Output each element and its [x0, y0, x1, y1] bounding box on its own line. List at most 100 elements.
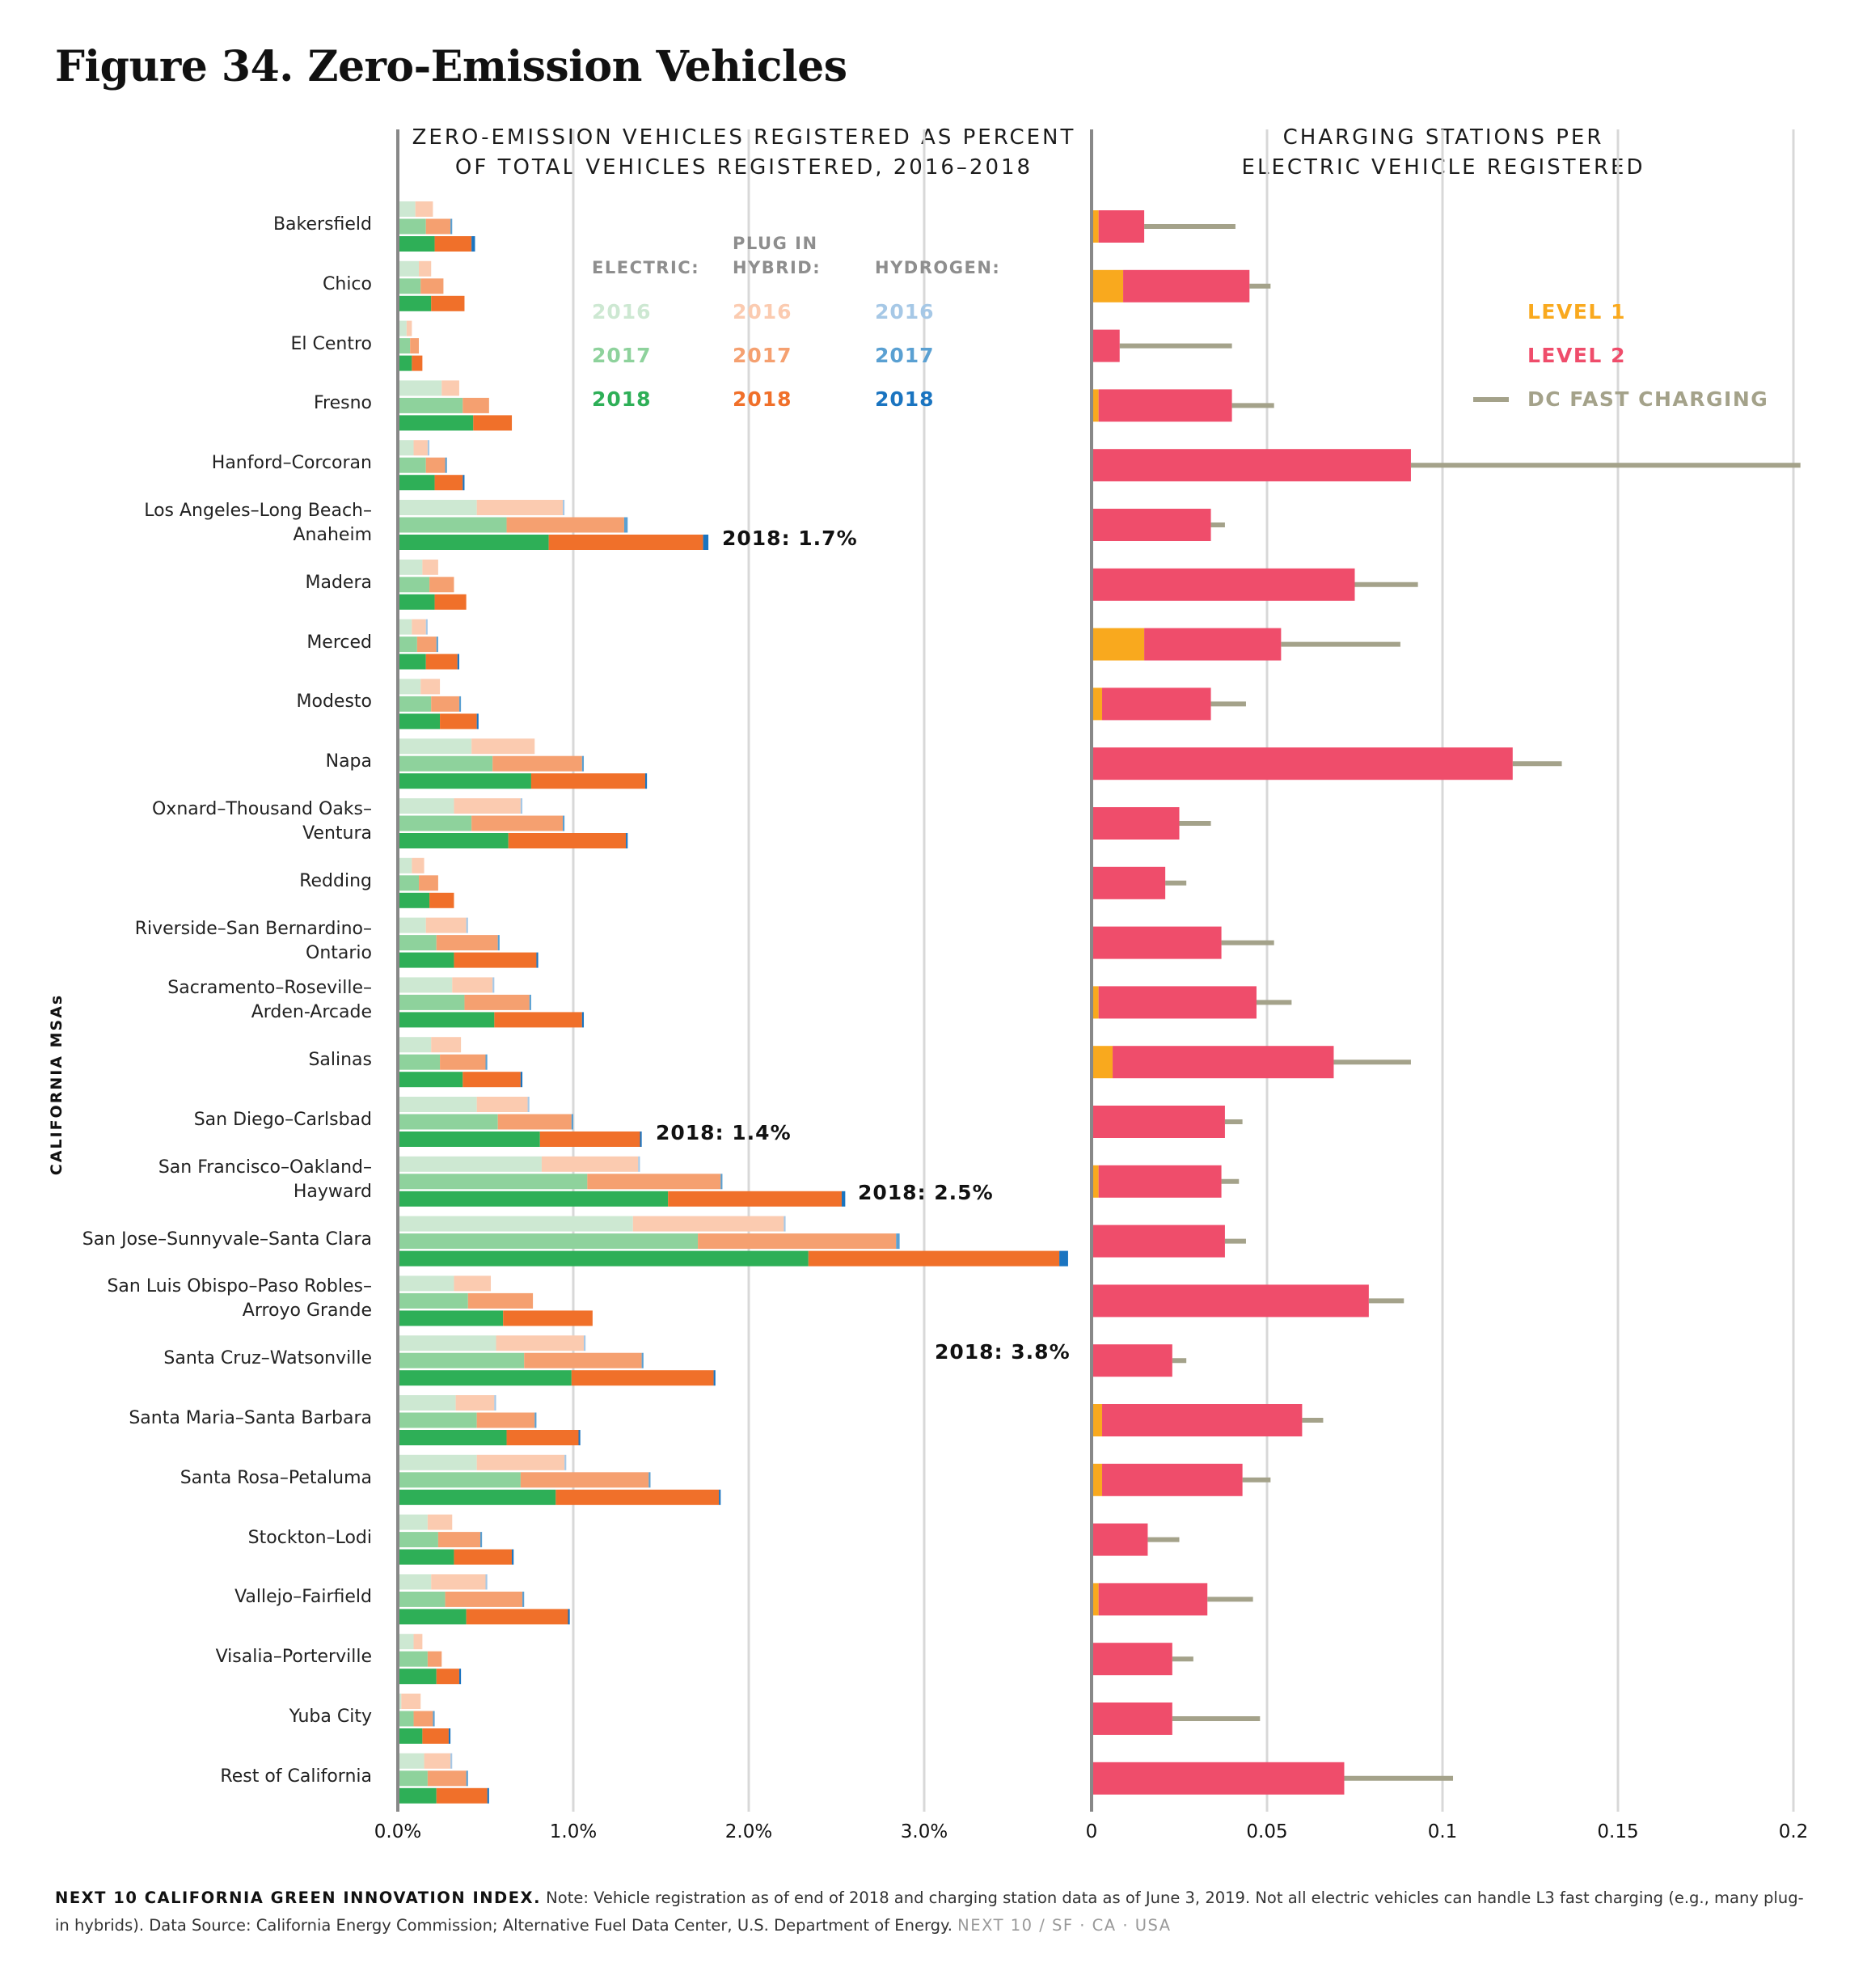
- category-label-line: Anaheim: [293, 525, 373, 545]
- bar-hydrogen-2018-vallejo-fairfield: [568, 1609, 570, 1625]
- bar-plugin-2017-visalia-porterville: [427, 1651, 442, 1667]
- bar-plugin-2017-san-jose-sunnyvale-santa-clara: [698, 1233, 897, 1250]
- level2-bar-rest-of-california: [1092, 1762, 1345, 1795]
- level2-bar-bakersfield: [1098, 210, 1145, 243]
- right-x-tick-label: 0.1: [1427, 1821, 1458, 1842]
- bar-hydrogen-2016-san-francisco-oakland-hayward: [638, 1156, 640, 1172]
- bar-electric-2018-chico: [398, 295, 432, 311]
- bar-electric-2017-hanford-corcoran: [398, 457, 426, 473]
- category-label: Rest of California: [24, 1765, 372, 1789]
- bar-plugin-2017-salinas: [440, 1054, 486, 1070]
- bar-electric-2016-salinas: [398, 1037, 432, 1053]
- category-label-line: San Luis Obispo–Paso Robles–: [107, 1276, 372, 1297]
- bar-plugin-2017-madera: [429, 577, 454, 593]
- bar-hydrogen-2017-santa-rosa-petaluma: [648, 1472, 651, 1488]
- bar-electric-2017-redding: [398, 875, 420, 891]
- annotation-2018-value: 2018: 3.8%: [935, 1340, 1071, 1364]
- category-label-line: Sacramento–Roseville–: [167, 978, 372, 999]
- legend-plugin-2017: 2017: [733, 344, 792, 367]
- bar-plugin-2017-merced: [416, 637, 437, 653]
- bar-plugin-2017-yuba-city: [413, 1711, 433, 1727]
- level2-bar-napa: [1092, 747, 1513, 780]
- category-label: Madera: [24, 571, 373, 595]
- bar-electric-2017-san-francisco-oakland-hayward: [398, 1174, 588, 1190]
- legend-head-electric: ELECTRIC:: [592, 256, 699, 280]
- bar-electric-2018-san-diego-carlsbad: [398, 1131, 540, 1147]
- bar-plugin-2017-bakersfield: [425, 218, 451, 235]
- annotation-2018-value: 2018: 2.5%: [858, 1180, 994, 1204]
- bar-electric-2017-bakersfield: [398, 218, 426, 235]
- level2-bar-los-angeles-long-beach-anaheim: [1092, 509, 1211, 541]
- bar-electric-2017-vallejo-fairfield: [398, 1591, 446, 1607]
- bar-hydrogen-2018-merced: [457, 654, 459, 670]
- bar-electric-2017-rest-of-california: [398, 1770, 428, 1787]
- category-label-line: Riverside–San Bernardino–: [134, 918, 372, 939]
- bar-hydrogen-2016-san-diego-carlsbad: [527, 1097, 530, 1112]
- category-label: Redding: [24, 869, 372, 894]
- bar-plugin-2016-redding: [412, 857, 425, 873]
- bar-plugin-2016-stockton-lodi: [427, 1514, 453, 1530]
- bar-hydrogen-2018-san-francisco-oakland-hayward: [842, 1191, 846, 1207]
- bar-plugin-2016-vallejo-fairfield: [431, 1574, 486, 1590]
- bar-plugin-2016-santa-maria-santa-barbara: [455, 1395, 495, 1411]
- left-panel-title-line-1: ZERO-EMISSION VEHICLES REGISTERED AS PER…: [412, 125, 1076, 150]
- bar-electric-2018-fresno: [398, 415, 474, 431]
- category-label-line: Santa Cruz–Watsonville: [163, 1348, 372, 1369]
- bar-plugin-2017-rest-of-california: [427, 1770, 467, 1787]
- category-label-line: Arroyo Grande: [242, 1301, 372, 1322]
- bar-electric-2016-san-diego-carlsbad: [398, 1097, 477, 1112]
- bar-hydrogen-2017-modesto: [458, 696, 462, 712]
- level2-bar-chico: [1123, 269, 1250, 302]
- bar-plugin-2017-napa: [492, 755, 582, 772]
- bar-hydrogen-2018-salinas: [520, 1072, 523, 1088]
- bar-hydrogen-2017-sacramento-roseville-arden-arcade: [529, 994, 531, 1010]
- bar-hydrogen-2016-riverside-san-bernardino-ontario: [466, 917, 468, 933]
- bar-plugin-2018-riverside-san-bernardino-ontario: [454, 952, 537, 968]
- bar-plugin-2016-el-centro: [406, 320, 412, 336]
- bar-hydrogen-2018-riverside-san-bernardino-ontario: [536, 952, 539, 968]
- category-label: Modesto: [24, 690, 373, 714]
- category-label: Oxnard–Thousand Oaks– Ventura: [24, 797, 372, 846]
- category-label: Napa: [24, 750, 372, 774]
- bar-electric-2016-redding: [398, 857, 412, 873]
- bar-plugin-2016-san-francisco-oakland-hayward: [541, 1156, 639, 1172]
- category-label: Hanford–Corcoran: [24, 451, 372, 476]
- bar-hydrogen-2017-bakersfield: [450, 218, 453, 235]
- category-label-line: Salinas: [308, 1050, 372, 1071]
- bar-electric-2018-sacramento-roseville-arden-arcade: [398, 1012, 495, 1028]
- bar-plugin-2016-sacramento-roseville-arden-arcade: [452, 977, 493, 993]
- bar-plugin-2018-chico: [431, 295, 465, 311]
- legend-head-plugin: PLUG IN HYBRID:: [733, 231, 821, 280]
- left-panel-title: ZERO-EMISSION VEHICLES REGISTERED AS PER…: [404, 123, 1083, 183]
- bar-plugin-2018-stockton-lodi: [454, 1549, 513, 1565]
- bar-hydrogen-2016-sacramento-roseville-arden-arcade: [492, 977, 495, 993]
- bar-plugin-2016-san-diego-carlsbad: [476, 1097, 528, 1112]
- category-label-line: Stockton–Lodi: [247, 1527, 372, 1548]
- bar-hydrogen-2018-modesto: [476, 713, 479, 730]
- bar-hydrogen-2016-oxnard-thousand-oaks-ventura: [520, 798, 523, 814]
- category-label: Sacramento–Roseville– Arden-Arcade: [24, 976, 372, 1025]
- legend-electric-2016: 2016: [592, 300, 652, 324]
- legend-hydrogen-2016: 2016: [875, 300, 935, 324]
- category-label: El Centro: [24, 332, 373, 357]
- bar-hydrogen-2017-rest-of-california: [466, 1770, 468, 1787]
- bar-plugin-2017-los-angeles-long-beach-anaheim: [506, 517, 624, 533]
- bar-plugin-2017-hanford-corcoran: [425, 457, 446, 473]
- bar-hydrogen-2017-hanford-corcoran: [445, 457, 447, 473]
- right-x-tick-label: 0.05: [1246, 1821, 1288, 1842]
- bar-electric-2016-hanford-corcoran: [398, 440, 414, 456]
- bar-plugin-2018-merced: [425, 654, 458, 670]
- bar-hydrogen-2016-rest-of-california: [450, 1753, 453, 1769]
- category-label-line: Ontario: [306, 942, 372, 963]
- annotation-2018-value: 2018: 1.4%: [656, 1121, 792, 1144]
- category-label-line: Redding: [299, 870, 372, 891]
- level1-bar-salinas: [1092, 1046, 1113, 1079]
- bar-plugin-2017-el-centro: [410, 338, 420, 354]
- legend-level-1: LEVEL 1: [1527, 300, 1626, 324]
- category-label-line: Oxnard–Thousand Oaks–: [151, 799, 372, 819]
- bar-hydrogen-2018-oxnard-thousand-oaks-ventura: [626, 833, 628, 848]
- level2-bar-san-francisco-oakland-hayward: [1098, 1165, 1222, 1198]
- bar-plugin-2016-modesto: [420, 679, 441, 695]
- bar-plugin-2017-modesto: [431, 696, 459, 712]
